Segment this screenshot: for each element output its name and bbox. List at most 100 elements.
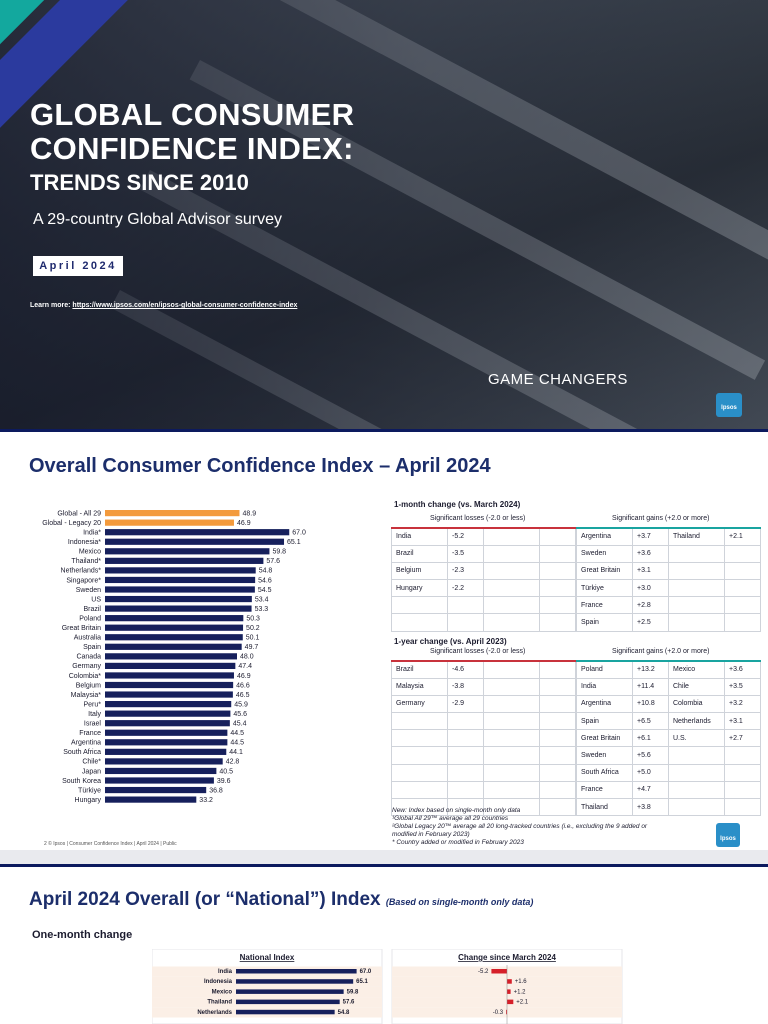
category-label: Türkiye (78, 787, 101, 794)
change-cell (724, 746, 761, 765)
country-cell (483, 729, 540, 748)
country-cell: Germany (391, 694, 448, 714)
data-label: 54.6 (258, 577, 272, 584)
change-bar (491, 969, 507, 974)
data-label: 65.1 (287, 539, 301, 546)
change-data-label: -0.3 (493, 1010, 504, 1016)
bar (105, 662, 236, 669)
category-label: Belgium (76, 682, 101, 689)
table-row: Türkiye +3.0 (576, 579, 761, 598)
country-cell: Mexico (668, 659, 725, 679)
data-label: 39.6 (217, 778, 231, 785)
footnotes: New: Index based on single-month only da… (392, 807, 647, 847)
bar (105, 720, 230, 727)
category-label: Netherlands* (61, 568, 102, 575)
table-row: Great Britain +3.1 (576, 561, 761, 581)
cover-title: GLOBAL CONSUMER CONFIDENCE INDEX: (30, 98, 354, 166)
change-cell (539, 780, 576, 800)
country-cell (668, 780, 725, 800)
country-cell: Thailand (576, 797, 633, 817)
category-label: Global - All 29 (57, 510, 101, 517)
bar (236, 989, 344, 994)
change-cell: +6.1 (632, 729, 669, 748)
change-cell: +5.0 (632, 763, 669, 782)
learn-more-label: Learn more: (30, 302, 71, 309)
country-cell: Netherlands (668, 712, 725, 731)
one-year-change-title: 1-year change (vs. April 2023) (394, 637, 507, 646)
change-cell (539, 729, 576, 748)
change-cell (724, 579, 761, 598)
table-row: Spain +2.5 (576, 613, 761, 632)
bar (105, 739, 228, 746)
bar (105, 653, 237, 660)
category-label: Colombia* (69, 673, 102, 680)
category-label: Mexico (212, 989, 233, 995)
country-cell (483, 694, 540, 714)
change-data-label: +1.6 (515, 979, 528, 985)
ipsos-logo: Ipsos (716, 393, 742, 417)
category-label: India* (83, 530, 101, 537)
category-label: Thailand (207, 1000, 232, 1006)
bar (236, 969, 357, 974)
country-cell (668, 561, 725, 581)
slide-top-rule (0, 864, 768, 867)
change-cell: +10.8 (632, 694, 669, 714)
change-cell (447, 729, 484, 748)
category-label: Sweden (76, 587, 101, 594)
data-label: 46.6 (236, 682, 250, 689)
change-cell: +11.4 (632, 677, 669, 696)
country-cell: France (576, 780, 633, 800)
change-cell (447, 613, 484, 632)
change-cell: -3.8 (447, 677, 484, 696)
slide-heading: Overall Consumer Confidence Index – Apri… (29, 455, 491, 477)
slide3-heading-text: April 2024 Overall (or “National”) Index (29, 889, 381, 910)
change-cell: -5.2 (447, 526, 484, 546)
bar (105, 681, 234, 689)
table-row: Brazil -3.5 (391, 544, 576, 563)
cover-bottom-rule (0, 429, 768, 432)
data-label: 45.6 (233, 711, 247, 718)
table-row (391, 729, 576, 748)
change-cell (447, 712, 484, 731)
learn-more-link[interactable]: https://www.ipsos.com/en/ipsos-global-co… (72, 302, 298, 309)
change-cell: +3.1 (632, 561, 669, 581)
change-cell: +3.0 (632, 579, 669, 598)
change-data-label: +2.1 (516, 1000, 529, 1006)
bar (105, 538, 285, 545)
change-bar (506, 1009, 507, 1015)
data-label: 50.2 (246, 625, 260, 632)
country-cell: Hungary (391, 579, 448, 598)
table-row: South Africa +5.0 (576, 763, 761, 782)
data-label: 47.4 (238, 663, 252, 670)
change-cell (539, 544, 576, 563)
one-year-gains-table: Poland +13.2 Mexico +3.6 India +11.4 Chile +3.5… (576, 659, 761, 817)
change-cell (724, 561, 761, 581)
cover-subtitle: A 29-country Global Advisor survey (33, 211, 283, 228)
data-label: 67.0 (292, 530, 306, 537)
data-label: 42.8 (226, 759, 240, 766)
country-cell (483, 544, 540, 563)
country-cell (668, 797, 725, 817)
data-label: 46.9 (237, 520, 251, 527)
data-label: 57.6 (266, 558, 280, 565)
change-cell: +3.7 (632, 526, 669, 546)
country-cell: Malaysia (391, 677, 448, 696)
bar (105, 567, 256, 574)
table-row: Poland +13.2 Mexico +3.6 (576, 659, 761, 679)
change-cell (539, 712, 576, 731)
change-cell: -3.5 (447, 544, 484, 563)
one-year-losses-table: Brazil -4.6 Malaysia -3.8 Germany -2.9 (391, 659, 576, 817)
data-label: 44.5 (230, 740, 244, 747)
table-row: Sweden +5.6 (576, 746, 761, 765)
bar (105, 777, 214, 784)
country-cell: Chile (668, 677, 725, 696)
data-label: 40.5 (219, 768, 233, 775)
data-label: 59.8 (347, 989, 359, 995)
change-title: Change since March 2024 (458, 953, 556, 962)
change-cell (539, 677, 576, 696)
category-label: South Korea (62, 778, 101, 785)
cover-date-badge: April 2024 (33, 256, 123, 276)
one-month-gains-table: Argentina +3.7 Thailand +2.1 Sweden +3.6 Great… (576, 526, 761, 632)
national-index-charts: National Index Change since March 2024 Ind… (152, 949, 623, 1024)
one-month-losses-table: India -5.2 Brazil -3.5 Belgium -2.3 Hungary -2.… (391, 526, 576, 632)
